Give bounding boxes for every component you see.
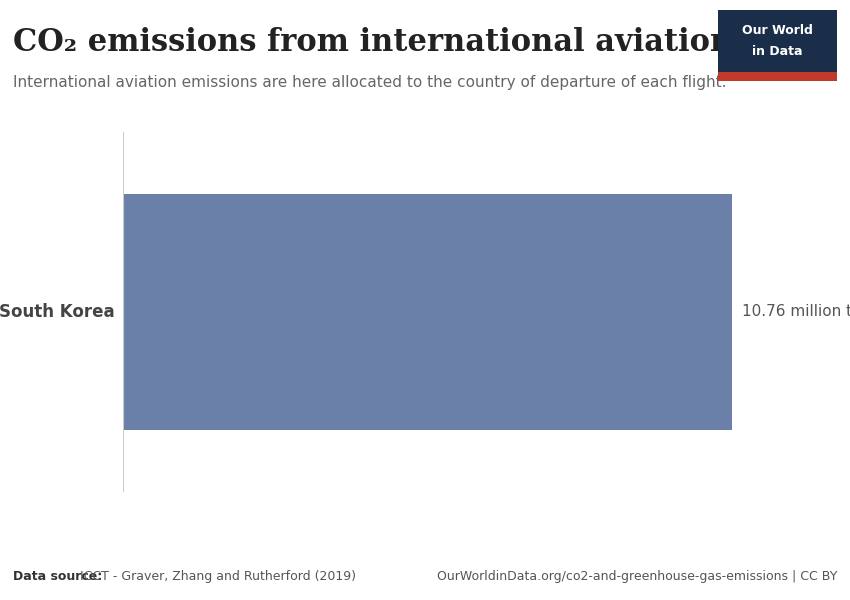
Text: International aviation emissions are here allocated to the country of departure : International aviation emissions are her… [13,75,726,90]
Text: 10.76 million t: 10.76 million t [742,304,850,319]
Text: in Data: in Data [752,45,803,58]
Bar [123,194,732,430]
Text: Data source:: Data source: [13,570,102,583]
Text: OurWorldinData.org/co2-and-greenhouse-gas-emissions | CC BY: OurWorldinData.org/co2-and-greenhouse-ga… [437,570,837,583]
Text: ICCT - Graver, Zhang and Rutherford (2019): ICCT - Graver, Zhang and Rutherford (201… [76,570,356,583]
Text: South Korea: South Korea [0,303,115,321]
Text: Our World: Our World [742,23,813,37]
Text: CO₂ emissions from international aviation, 2018: CO₂ emissions from international aviatio… [13,27,838,58]
